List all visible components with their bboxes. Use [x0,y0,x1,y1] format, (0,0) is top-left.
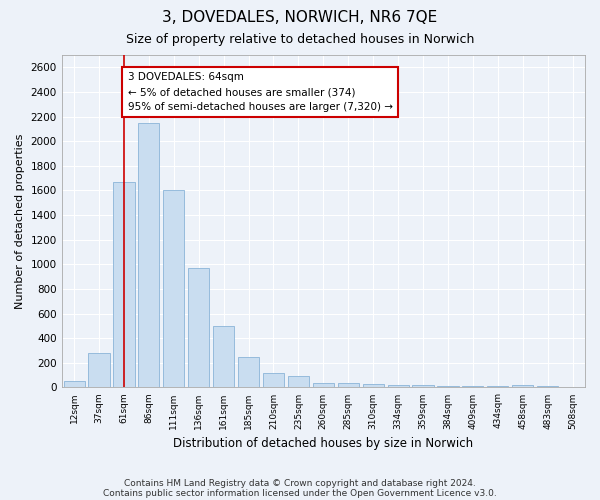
Text: Contains public sector information licensed under the Open Government Licence v3: Contains public sector information licen… [103,488,497,498]
Bar [462,386,484,388]
Bar [412,385,434,388]
Bar [338,382,359,388]
Bar [562,387,583,388]
Bar [113,182,134,388]
X-axis label: Distribution of detached houses by size in Norwich: Distribution of detached houses by size … [173,437,473,450]
Text: Contains HM Land Registry data © Crown copyright and database right 2024.: Contains HM Land Registry data © Crown c… [124,478,476,488]
Bar [487,386,508,388]
Bar [188,268,209,388]
Bar [213,326,234,388]
Bar [163,190,184,388]
Bar [388,385,409,388]
Bar [263,374,284,388]
Bar [537,386,558,388]
Text: 3, DOVEDALES, NORWICH, NR6 7QE: 3, DOVEDALES, NORWICH, NR6 7QE [163,10,437,25]
Bar [512,385,533,388]
Bar [88,353,110,388]
Y-axis label: Number of detached properties: Number of detached properties [15,134,25,309]
Bar [138,122,160,388]
Bar [362,384,384,388]
Text: Size of property relative to detached houses in Norwich: Size of property relative to detached ho… [126,32,474,46]
Bar [288,376,309,388]
Text: 3 DOVEDALES: 64sqm
← 5% of detached houses are smaller (374)
95% of semi-detache: 3 DOVEDALES: 64sqm ← 5% of detached hous… [128,72,393,112]
Bar [437,386,458,388]
Bar [238,356,259,388]
Bar [313,382,334,388]
Bar [64,382,85,388]
